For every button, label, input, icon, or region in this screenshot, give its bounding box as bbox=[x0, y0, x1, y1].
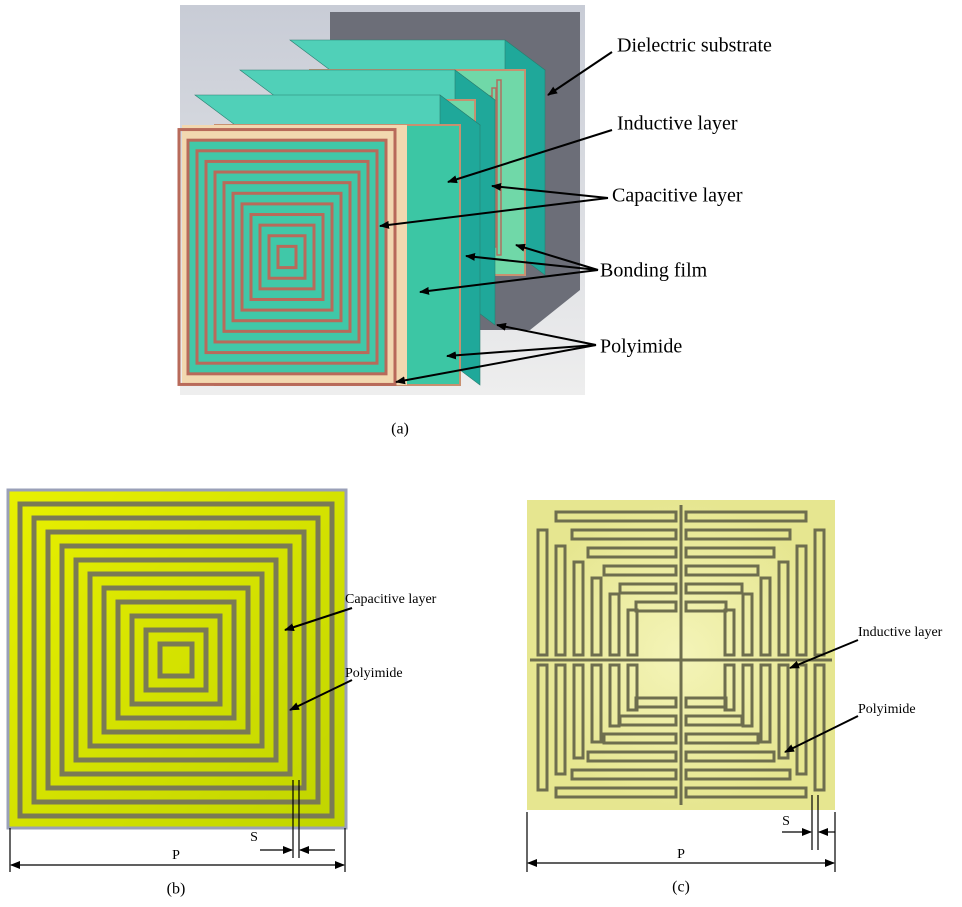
dim-label: S bbox=[250, 830, 258, 845]
slab-top bbox=[195, 95, 480, 125]
label: Capacitive layer bbox=[612, 185, 743, 207]
label: Inductive layer bbox=[617, 113, 738, 135]
dim-label: P bbox=[677, 847, 685, 862]
unit-cell bbox=[8, 490, 346, 828]
caption: (c) bbox=[672, 879, 690, 896]
caption: (a) bbox=[391, 421, 409, 438]
label: Inductive layer bbox=[858, 625, 943, 640]
figure: Dielectric substrate Inductive layer Capac… bbox=[0, 0, 962, 907]
label: Polyimide bbox=[600, 336, 682, 358]
panel-a bbox=[179, 5, 585, 395]
panel-c: Inductive layer Polyimide S P (c) bbox=[527, 500, 943, 896]
panel-b: Capacitive layer Polyimide S P (b) bbox=[8, 490, 437, 898]
dim-label: P bbox=[172, 848, 180, 863]
label: Bonding film bbox=[600, 260, 708, 282]
caption: (b) bbox=[167, 881, 186, 898]
dim-label: S bbox=[782, 814, 790, 829]
label: Dielectric substrate bbox=[617, 35, 772, 57]
label: Polyimide bbox=[858, 702, 916, 717]
label: Polyimide bbox=[345, 666, 403, 681]
spiral-ring bbox=[278, 246, 296, 267]
label: Capacitive layer bbox=[345, 592, 437, 607]
